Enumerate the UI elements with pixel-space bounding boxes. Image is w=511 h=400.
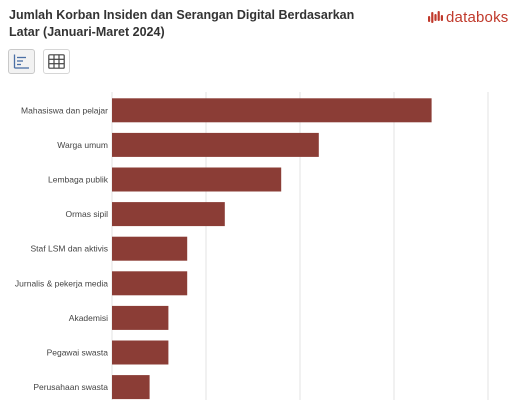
category-label: Lembaga publik [48,175,109,185]
category-label: Staf LSM dan aktivis [31,244,108,254]
bar[interactable] [112,305,169,330]
category-label: Ormas sipil [65,209,108,219]
table-view-button[interactable] [43,49,70,74]
bar[interactable] [112,98,432,123]
bar[interactable] [112,236,188,261]
databoks-logo[interactable]: databoks [428,7,508,27]
category-label: Perusahaan swasta [33,382,108,392]
category-label: Akademisi [69,313,108,323]
category-label: Warga umum [57,140,108,150]
bar[interactable] [112,340,169,365]
brand-name: databoks [446,8,509,26]
category-label: Mahasiswa dan pelajar [21,105,108,115]
bar[interactable] [112,271,188,296]
table-grid-icon [48,54,65,69]
bar[interactable] [112,375,150,400]
bar[interactable] [112,167,282,192]
category-label: Pegawai swasta [47,348,109,358]
chart-title: Jumlah Korban Insiden dan Serangan Digit… [9,8,355,39]
view-toolbar [8,49,70,74]
bar[interactable] [112,202,225,227]
databoks-logo-icon [428,10,443,23]
chart-view-button[interactable] [8,49,35,74]
bar[interactable] [112,132,319,157]
bar-chart-icon [13,54,29,69]
category-label: Jurnalis & pekerja media [15,278,108,288]
